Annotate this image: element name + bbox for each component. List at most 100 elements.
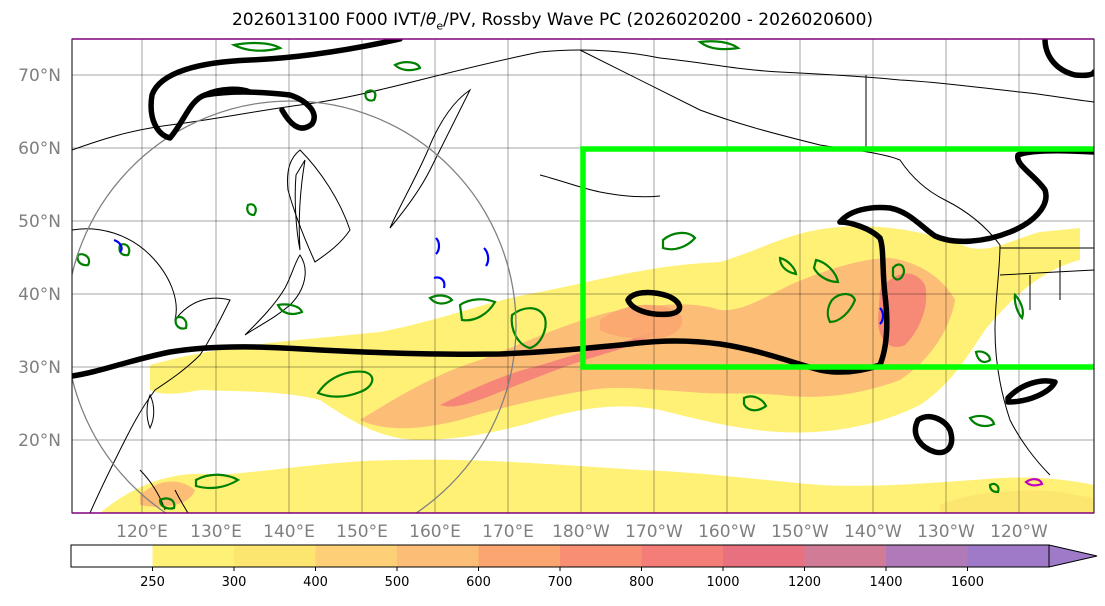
colorbar-label: 800 (629, 575, 654, 590)
colorbar-segment (234, 545, 316, 567)
lat-label: 70°N (18, 66, 61, 86)
coast-japan (244, 254, 306, 336)
lon-label: 160°W (698, 522, 756, 542)
theta-contour-magenta (1024, 478, 1044, 487)
colorbar-segment (397, 545, 479, 567)
lon-label: 180°W (552, 522, 610, 542)
theta-contour-blue (433, 276, 446, 289)
colorbar-label: 600 (466, 575, 491, 590)
theta-contour (661, 231, 697, 251)
colorbar-segment (315, 545, 398, 567)
colorbar-label: 700 (548, 575, 573, 590)
colorbar-label: 400 (303, 575, 328, 590)
lat-label: 40°N (18, 285, 61, 305)
colorbar-segment (967, 545, 1050, 567)
pv-contour-northwest (148, 39, 403, 141)
colorbar-label: 1400 (869, 575, 902, 590)
colorbar-segment (478, 545, 561, 567)
coast-okhotsk (287, 149, 351, 263)
theta-contour (778, 256, 798, 276)
theta-contour (988, 482, 1000, 494)
lon-label: 130°W (917, 522, 975, 542)
theta-contour (812, 258, 840, 284)
lon-label: 160°E (409, 522, 461, 542)
theta-contour-blue (483, 247, 490, 267)
colorbar: 250 300 400 500 600 700 800 1000 1200 1400 1600 (70, 544, 1098, 590)
colorbar-extend-arrow (1048, 544, 1098, 568)
theta-contour (76, 253, 91, 267)
theta-contour-blue (435, 237, 441, 255)
theta-contour (316, 370, 374, 398)
ivt-patch-southeast (940, 490, 1094, 513)
theta-contour (742, 395, 768, 412)
theta-contour (194, 473, 241, 490)
radius-circle (72, 100, 517, 513)
colorbar-label: 1600 (951, 575, 984, 590)
pv-contour-closed-low (625, 289, 683, 318)
ivt-patch-southwest (140, 481, 195, 507)
lon-label: 130°E (190, 522, 242, 542)
coast-taiwan (146, 393, 155, 430)
colorbar-segment (560, 545, 642, 567)
theta-contour (968, 414, 996, 428)
coastlines (72, 49, 1094, 513)
target-region-box (580, 146, 1094, 370)
lat-label: 60°N (18, 139, 61, 159)
lon-label: 150°W (771, 522, 829, 542)
theta-contour (158, 497, 176, 510)
lat-label: 20°N (18, 431, 61, 451)
pv-contour-northwest-loop (202, 86, 253, 98)
pv-contour-northeast (837, 148, 1094, 245)
lon-label: 140°E (263, 522, 315, 542)
pv-contours (72, 39, 1094, 456)
colorbar-segment (641, 545, 724, 567)
theta-contour-blue (879, 307, 885, 325)
map-plot-area (72, 39, 1094, 513)
coast-sakhalin (294, 159, 306, 251)
colorbar-segment (152, 545, 235, 567)
theta-e-contours (76, 40, 1024, 510)
pv-contour-southeast (1005, 378, 1058, 405)
theta-contour (458, 298, 497, 322)
longitude-labels: 120°E 130°E 140°E 150°E 160°E 170°E 180°… (116, 522, 1048, 542)
pv-contour-south (912, 414, 955, 456)
border-us-canada (999, 247, 1094, 310)
ivt-core-east (878, 273, 927, 348)
lon-label: 170°W (625, 522, 683, 542)
theta-contour (826, 292, 857, 324)
theta-contour (891, 263, 906, 281)
lat-label: 30°N (18, 358, 61, 378)
theta-contour (974, 350, 992, 363)
theta-contour (276, 303, 304, 316)
theta-contour (1013, 292, 1024, 321)
theta-contour (393, 61, 422, 72)
title-theta: θ (425, 10, 437, 30)
colorbar-label: 300 (222, 575, 247, 590)
title-prefix: 2026013100 F000 IVT/ (231, 10, 426, 30)
colorbar-label: 1200 (788, 575, 821, 590)
colorbar-segment (723, 545, 805, 567)
colorbar-segment (886, 545, 968, 567)
theta-contour (246, 203, 257, 217)
theta-contour (174, 316, 188, 330)
lat-label: 50°N (18, 212, 61, 232)
theta-contour (230, 41, 283, 52)
coast-aleutians (539, 174, 661, 198)
map-title: 2026013100 F000 IVT/θe/PV, Rossby Wave P… (0, 10, 1105, 32)
colorbar-label: 250 (140, 575, 165, 590)
theta-contour-blue (113, 238, 123, 253)
title-suffix: /PV, Rossby Wave PC (2026020200 - 202602… (443, 10, 874, 30)
title-theta-sub: e (436, 19, 444, 33)
colorbar-segment (804, 545, 887, 567)
coast-kamchatka (389, 88, 472, 229)
theta-contour (697, 40, 741, 51)
coast-alaska-north (659, 57, 1094, 103)
pv-contour-main (72, 219, 890, 379)
coast-korea-china (72, 228, 231, 513)
colorbar-label: 500 (385, 575, 410, 590)
latitude-labels: 70°N 60°N 50°N 40°N 30°N 20°N (18, 66, 61, 451)
ivt-band-light-south (100, 459, 1094, 513)
theta-contour (428, 294, 454, 305)
colorbar-label: 1000 (706, 575, 739, 590)
